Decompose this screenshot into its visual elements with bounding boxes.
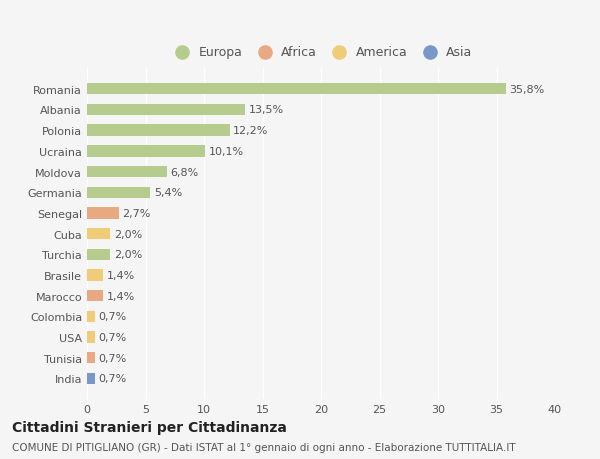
Bar — [87, 291, 103, 302]
Bar — [87, 187, 150, 198]
Text: 1,4%: 1,4% — [107, 291, 135, 301]
Legend: Europa, Africa, America, Asia: Europa, Africa, America, Asia — [170, 46, 472, 59]
Text: 0,7%: 0,7% — [98, 353, 127, 363]
Text: 13,5%: 13,5% — [248, 105, 284, 115]
Text: 5,4%: 5,4% — [154, 188, 182, 198]
Text: 2,0%: 2,0% — [114, 229, 142, 239]
Text: Cittadini Stranieri per Cittadinanza: Cittadini Stranieri per Cittadinanza — [12, 420, 287, 434]
Text: 2,0%: 2,0% — [114, 250, 142, 260]
Text: 0,7%: 0,7% — [98, 374, 127, 384]
Bar — [87, 208, 119, 219]
Bar — [87, 332, 95, 343]
Bar — [87, 167, 167, 178]
Bar — [87, 146, 205, 157]
Text: 35,8%: 35,8% — [509, 84, 545, 95]
Text: 0,7%: 0,7% — [98, 312, 127, 322]
Text: 2,7%: 2,7% — [122, 208, 151, 218]
Text: 10,1%: 10,1% — [209, 146, 244, 157]
Text: 0,7%: 0,7% — [98, 332, 127, 342]
Bar — [87, 105, 245, 116]
Text: 12,2%: 12,2% — [233, 126, 269, 136]
Bar — [87, 125, 230, 136]
Text: COMUNE DI PITIGLIANO (GR) - Dati ISTAT al 1° gennaio di ogni anno - Elaborazione: COMUNE DI PITIGLIANO (GR) - Dati ISTAT a… — [12, 442, 515, 452]
Bar — [87, 249, 110, 260]
Bar — [87, 229, 110, 240]
Bar — [87, 353, 95, 364]
Text: 1,4%: 1,4% — [107, 270, 135, 280]
Bar — [87, 311, 95, 322]
Bar — [87, 84, 506, 95]
Text: 6,8%: 6,8% — [170, 167, 199, 177]
Bar — [87, 373, 95, 384]
Bar — [87, 270, 103, 281]
